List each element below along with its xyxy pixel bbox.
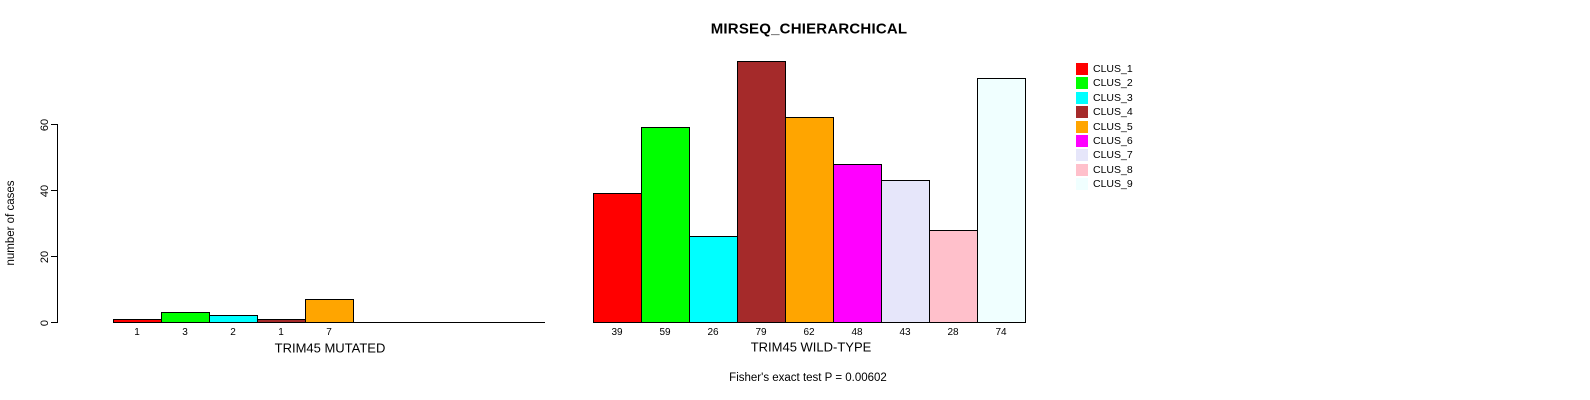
legend-label: CLUS_1 [1093, 63, 1133, 75]
fisher-test-caption: Fisher's exact test P = 0.00602 [729, 372, 887, 384]
legend-swatch [1076, 178, 1088, 191]
bar-value-label: 7 [326, 327, 332, 338]
bar [209, 315, 258, 323]
legend-swatch [1076, 63, 1088, 75]
bar [113, 319, 162, 323]
bar-value-label: 26 [707, 327, 719, 338]
bar [737, 61, 786, 323]
legend-item: CLUS_9 [1076, 178, 1156, 191]
bar [305, 299, 354, 323]
bar [977, 78, 1026, 323]
legend-swatch [1076, 120, 1088, 133]
legend-label: CLUS_3 [1093, 91, 1133, 104]
legend-item: CLUS_1 [1076, 63, 1156, 76]
legend-swatch [1076, 163, 1088, 176]
legend-swatch [1076, 149, 1088, 162]
bar-value-label: 74 [995, 327, 1007, 338]
legend-item: CLUS_5 [1076, 120, 1156, 134]
bar-value-label: 28 [947, 327, 959, 338]
legend-item: CLUS_6 [1076, 135, 1156, 148]
legend-label: CLUS_2 [1093, 77, 1133, 90]
bar [257, 319, 306, 323]
legend-swatch [1076, 135, 1088, 147]
y-tick-mark [51, 190, 57, 191]
bar-value-label: 1 [278, 327, 284, 338]
legend-swatch [1076, 91, 1088, 104]
legend-swatch [1076, 106, 1088, 119]
bar-value-label: 3 [182, 327, 188, 338]
legend-label: CLUS_7 [1093, 149, 1133, 162]
y-tick-label: 60 [39, 118, 51, 131]
bar-value-label: 39 [611, 327, 623, 338]
bar [161, 312, 210, 323]
y-axis-label: number of cases [5, 180, 17, 266]
legend-label: CLUS_5 [1093, 120, 1133, 133]
legend-item: CLUS_3 [1076, 91, 1156, 105]
legend-item: CLUS_8 [1076, 163, 1156, 177]
y-tick-mark [51, 124, 57, 125]
legend-label: CLUS_9 [1093, 178, 1133, 191]
legend-swatch [1076, 77, 1088, 90]
bar [785, 117, 834, 323]
bar-value-label: 62 [803, 327, 815, 338]
bar [593, 193, 642, 323]
y-axis-line [57, 124, 58, 323]
bar [641, 127, 690, 323]
bar [881, 180, 930, 323]
legend-label: CLUS_4 [1093, 106, 1133, 119]
y-tick-label: 40 [39, 184, 51, 197]
bar-value-label: 48 [851, 327, 863, 338]
legend-item: CLUS_7 [1076, 149, 1156, 162]
bar-value-label: 59 [659, 327, 671, 338]
bar [689, 236, 738, 323]
legend-label: CLUS_6 [1093, 135, 1133, 147]
x-axis-label-mutated: TRIM45 MUTATED [274, 340, 386, 356]
x-axis-label-wildtype: TRIM45 WILD-TYPE [750, 339, 872, 355]
bar-value-label: 79 [755, 327, 767, 338]
bar-value-label: 1 [134, 327, 140, 338]
bar [929, 230, 978, 323]
y-tick-mark [51, 322, 57, 323]
bar-value-label: 2 [230, 327, 236, 338]
bar-value-label: 43 [899, 327, 911, 338]
y-tick-label: 0 [39, 319, 51, 326]
legend-item: CLUS_2 [1076, 77, 1156, 90]
legend-label: CLUS_8 [1093, 163, 1133, 176]
y-tick-label: 20 [39, 250, 51, 263]
y-tick-mark [51, 256, 57, 257]
bar [833, 164, 882, 323]
chart-title: MIRSEQ_CHIERARCHICAL [710, 20, 908, 38]
legend-item: CLUS_4 [1076, 106, 1156, 119]
